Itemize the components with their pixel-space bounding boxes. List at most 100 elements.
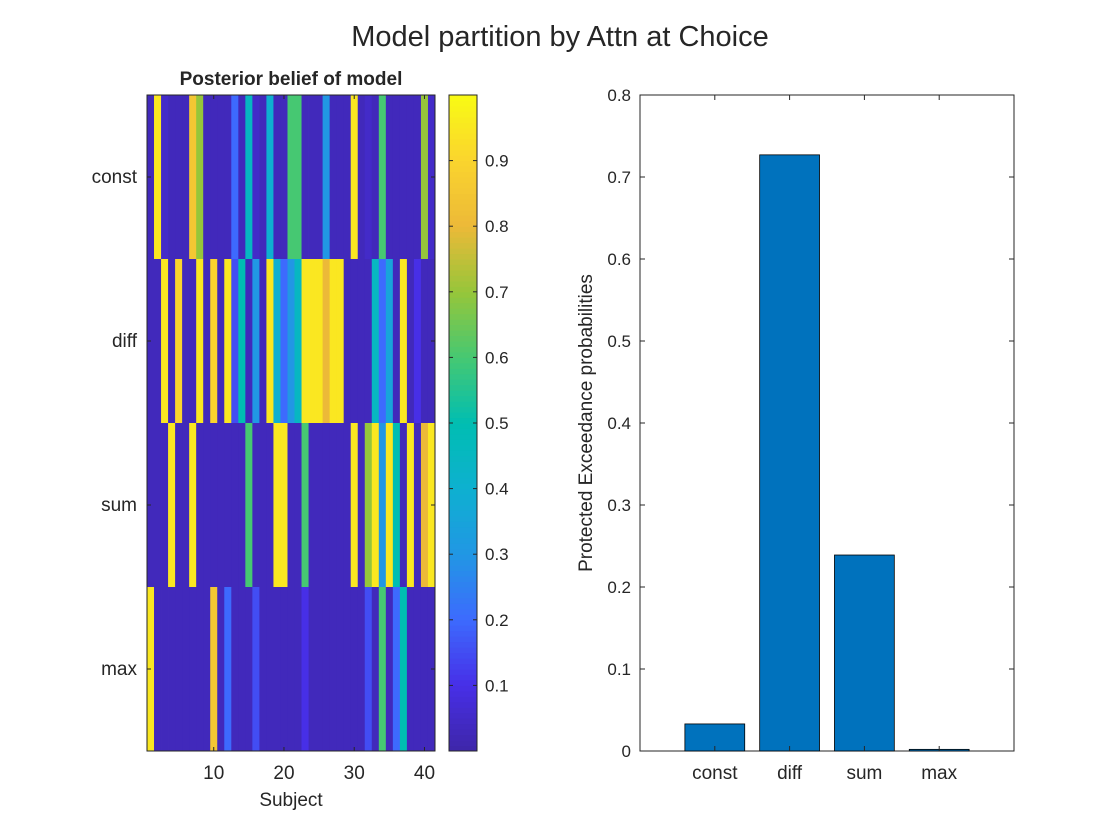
heatmap-cell: [378, 95, 387, 260]
colorbar-segment: [449, 455, 477, 462]
heatmap-cell: [399, 587, 408, 752]
colorbar-segment: [449, 718, 477, 725]
heatmap-cell: [280, 259, 288, 424]
colorbar-segment: [449, 395, 477, 402]
colorbar-segment: [449, 324, 477, 331]
heatmap-cell: [413, 95, 422, 260]
heatmap-cell: [161, 587, 169, 752]
heatmap-x-tick-label: 10: [203, 763, 224, 784]
colorbar-segment: [449, 297, 477, 304]
heatmap-cell: [280, 95, 288, 260]
heatmap-cell: [301, 259, 309, 424]
colorbar-segment: [449, 472, 477, 479]
colorbar-segment: [449, 133, 477, 140]
heatmap-cell: [224, 423, 232, 588]
heatmap-cell: [308, 95, 316, 260]
colorbar-segment: [449, 526, 477, 533]
colorbar-segment: [449, 570, 477, 577]
colorbar-segment: [449, 505, 477, 511]
heatmap-cell: [420, 423, 429, 588]
bar-y-tick-label: 0: [622, 742, 631, 761]
heatmap-cell: [217, 259, 225, 424]
heatmap-cell: [154, 587, 162, 752]
colorbar-segment: [449, 193, 477, 200]
colorbar-segment: [449, 658, 477, 665]
heatmap-x-axis-label: Subject: [259, 790, 323, 811]
bar-y-tick-label: 0.2: [607, 578, 631, 597]
colorbar-segment: [449, 144, 477, 151]
heatmap-cell: [210, 423, 218, 588]
heatmap-cell: [175, 587, 183, 752]
heatmap-cell: [385, 259, 394, 424]
heatmap-cell: [350, 423, 359, 588]
colorbar-segment: [449, 406, 477, 413]
heatmap-cell: [266, 95, 274, 260]
bar-y-axis-label: Protected Exceedance probabilities: [576, 274, 597, 572]
heatmap-cell: [371, 259, 380, 424]
colorbar-segment: [449, 636, 477, 643]
colorbar-segment: [449, 663, 477, 670]
colorbar-segment: [449, 280, 477, 287]
heatmap-cell: [322, 587, 331, 752]
colorbar-segment: [449, 559, 477, 566]
colorbar-segment: [449, 138, 477, 145]
colorbar-segment: [449, 466, 477, 473]
heatmap-row-label: sum: [101, 495, 137, 516]
colorbar-segment: [449, 379, 477, 386]
heatmap-cell: [154, 423, 162, 588]
heatmap-cell: [301, 587, 309, 752]
figure-title: Model partition by Attn at Choice: [351, 21, 769, 53]
heatmap-cell: [364, 259, 373, 424]
colorbar-segment: [449, 187, 477, 194]
colorbar-segment: [449, 619, 477, 626]
colorbar-segment: [449, 450, 477, 457]
bar-diff: [759, 154, 820, 752]
bar-y-tick-label: 0.7: [607, 168, 631, 187]
colorbar-segment: [449, 423, 477, 429]
heatmap-cell: [336, 259, 345, 424]
heatmap-cell: [357, 587, 366, 752]
bar-chart-panel: Protected Exceedance probabilities 0 0.1 0…: [576, 86, 1015, 784]
colorbar-segment: [449, 341, 477, 347]
heatmap-cell: [315, 95, 324, 260]
bar-y-tick-label: 0.5: [607, 332, 631, 351]
heatmap-cell: [196, 423, 204, 588]
bar-x-tick-label: diff: [777, 763, 803, 784]
heatmap-cell: [392, 95, 401, 260]
heatmap-cell: [245, 95, 253, 260]
colorbar-tick-label: 0.1: [485, 676, 509, 695]
colorbar-segment: [449, 647, 477, 654]
bar-y-tick-label: 0.1: [607, 660, 631, 679]
heatmap-cell: [413, 587, 422, 752]
heatmap-cell: [245, 423, 253, 588]
colorbar-segment: [449, 433, 477, 440]
heatmap-cell: [399, 423, 408, 588]
heatmap-cell: [336, 423, 345, 588]
heatmap-cell: [406, 423, 415, 588]
heatmap-cell: [245, 587, 253, 752]
heatmap-cell: [168, 587, 176, 752]
heatmap-cell: [259, 423, 267, 588]
heatmap-cell: [294, 587, 302, 752]
heatmap-cell: [420, 587, 429, 752]
colorbar-segment: [449, 641, 477, 648]
colorbar-segment: [449, 351, 477, 358]
heatmap-cell: [406, 95, 415, 260]
colorbar-segment: [449, 576, 477, 583]
heatmap-cell: [196, 587, 204, 752]
colorbar-segment: [449, 685, 477, 692]
heatmap-cell: [371, 587, 380, 752]
colorbar-segment: [449, 565, 477, 572]
heatmap-cell: [315, 423, 324, 588]
colorbar-segment: [449, 401, 477, 408]
colorbar-segment: [449, 729, 477, 736]
bar-axes-frame: [639, 94, 1015, 752]
heatmap-cell: [266, 423, 274, 588]
heatmap-cell: [329, 587, 338, 752]
colorbar-segment: [449, 105, 477, 112]
colorbar-segment: [449, 723, 477, 730]
colorbar-segment: [449, 302, 477, 309]
colorbar-segment: [449, 674, 477, 681]
colorbar-segment: [449, 237, 477, 244]
heatmap-cell: [308, 587, 316, 752]
